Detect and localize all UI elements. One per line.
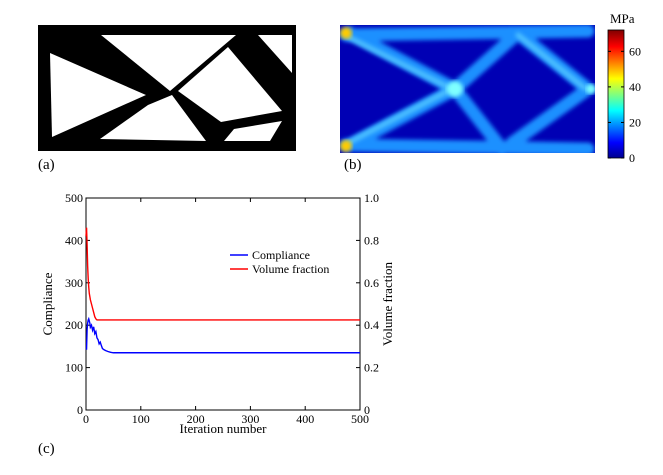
y-tick-label: 300 [65,276,83,290]
colorbar-tick-label: 0 [629,151,635,165]
y2-tick-label: 0.2 [364,361,379,375]
legend-label-volume-fraction: Volume fraction [252,262,329,276]
legend: Compliance Volume fraction [230,248,329,276]
x-tick-label: 300 [241,412,259,426]
topology-void-top [101,35,236,91]
colorbar: MPa 0 20 40 60 [607,11,641,165]
topology-void-left [50,53,146,137]
y-tick-label: 200 [65,318,83,332]
x-axis-label: Iteration number [180,421,268,436]
panel-a-label: (a) [38,157,55,173]
y2-tick-label: 0.8 [364,233,379,247]
x-tick-label: 400 [296,412,314,426]
topology-image [38,25,296,151]
y-axis-label: Compliance [40,272,55,335]
x-tick-label: 200 [187,412,205,426]
y2-tick-label: 0 [364,403,370,417]
y2-tick-label: 0.4 [364,318,379,332]
series-compliance-line [85,316,360,354]
x-tick-label: 500 [351,412,369,426]
y2-tick-label: 1.0 [364,191,379,205]
y-tick-label: 0 [77,403,83,417]
y-tick-label: 500 [65,191,83,205]
convergence-chart: 0 100 200 300 400 500010020030040050000.20.40… [40,191,395,436]
y-tick-label: 100 [65,361,83,375]
legend-label-compliance: Compliance [252,248,310,262]
colorbar-tick-label: 40 [629,80,641,94]
y2-tick-label: 0.6 [364,276,379,290]
y2-axis-label: Volume fraction [380,262,395,346]
y-tick-label: 400 [65,233,83,247]
topology-void-right-top [258,35,292,73]
x-tick-label: 0 [83,412,89,426]
colorbar-tick-label: 20 [629,115,641,129]
colorbar-tick-label: 60 [629,44,641,58]
topology-void-bottom [100,95,206,141]
stress-contour-image [340,25,595,153]
panel-b-label: (b) [344,157,362,173]
panel-c-label: (c) [38,441,55,457]
plot-area [85,197,361,411]
series-volume-fraction-line [85,227,360,321]
topology-void-center [178,47,282,122]
x-tick-label: 100 [132,412,150,426]
topology-void-right-bottom [224,121,282,141]
colorbar-unit: MPa [610,11,635,26]
colorbar-gradient [607,29,625,159]
